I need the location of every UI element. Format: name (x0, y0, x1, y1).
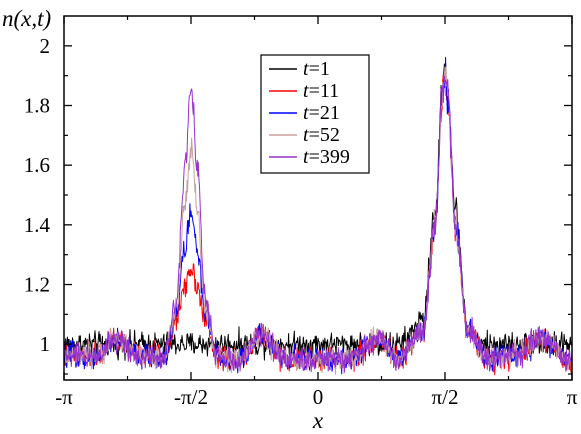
legend-value: =52 (309, 124, 340, 146)
legend-box (260, 54, 370, 174)
legend-label: t=21 (303, 102, 340, 124)
y-tick-label: 1.8 (24, 94, 50, 118)
y-tick-label: 2 (40, 34, 51, 58)
x-axis-title: x (312, 408, 324, 433)
y-tick-label: 1.6 (24, 153, 50, 177)
legend-value: =21 (309, 102, 340, 124)
y-tick-label: 1.2 (24, 273, 50, 297)
legend-var: t (303, 58, 309, 80)
x-tick-label: -π (55, 385, 73, 409)
y-axis: 1 1.2 1.4 1.6 1.8 2 (24, 34, 572, 375)
legend-value: =11 (309, 80, 340, 102)
x-tick-label: π (567, 385, 578, 409)
legend: t=1t=11t=21t=52t=399 (260, 54, 370, 174)
legend-var: t (303, 80, 309, 102)
x-tick-label: -π/2 (174, 385, 208, 409)
y-tick-label: 1 (40, 332, 51, 356)
x-axis: -π -π/2 0 π/2 π (55, 16, 578, 409)
legend-label: t=52 (303, 124, 340, 146)
legend-var: t (303, 102, 309, 124)
series-layer (63, 56, 573, 376)
series-line (63, 75, 573, 373)
legend-value: =399 (309, 146, 350, 168)
x-tick-label: π/2 (432, 385, 459, 409)
x-tick-label: 0 (313, 385, 324, 409)
legend-label: t=1 (303, 58, 330, 80)
legend-var: t (303, 124, 309, 146)
y-axis-title: n(x,t) (2, 6, 51, 31)
legend-label: t=11 (303, 80, 339, 102)
series-line (63, 63, 573, 361)
legend-label: t=399 (303, 146, 350, 168)
legend-var: t (303, 146, 309, 168)
legend-value: =1 (309, 58, 330, 80)
y-tick-label: 1.4 (24, 213, 51, 237)
